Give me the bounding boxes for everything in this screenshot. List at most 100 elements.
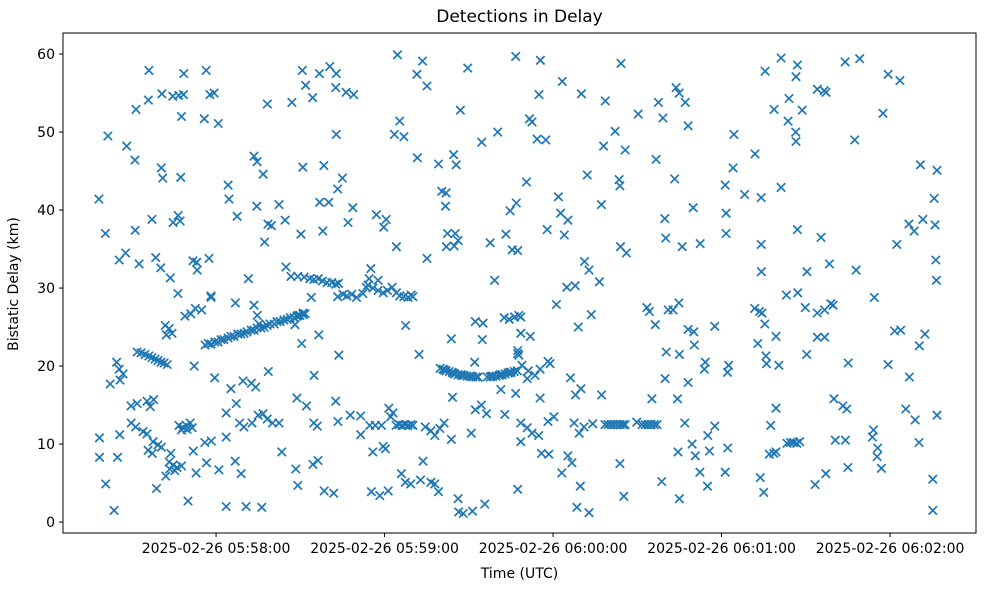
data-point-marker (761, 358, 772, 369)
data-point-marker (249, 151, 259, 162)
data-point-marker (307, 92, 318, 103)
data-point-marker (433, 486, 444, 497)
y-tick-label: 0 (46, 515, 55, 531)
data-point-marker (455, 105, 466, 116)
data-point-marker (569, 418, 579, 428)
data-point-marker (144, 65, 154, 76)
data-point-marker (447, 392, 458, 403)
data-point-marker (371, 209, 382, 220)
data-point-marker (533, 430, 544, 441)
data-point-marker (206, 291, 216, 301)
data-point-marker (147, 214, 157, 225)
data-point-marker (412, 69, 422, 80)
data-point-marker (505, 205, 515, 216)
data-point-marker (312, 421, 323, 431)
data-point-marker (365, 263, 376, 274)
data-point-marker (523, 365, 534, 376)
data-point-marker (579, 256, 590, 267)
data-point-marker (213, 118, 224, 129)
data-point-marker (909, 226, 920, 236)
data-point-marker (587, 418, 598, 429)
data-point-marker (367, 447, 378, 457)
data-point-marker (130, 422, 141, 432)
data-point-marker (262, 99, 273, 109)
data-point-marker (330, 396, 341, 407)
data-point-marker (771, 331, 781, 342)
data-point-marker (105, 379, 116, 389)
data-point-marker (527, 117, 537, 127)
data-point-marker (497, 369, 508, 380)
data-point-marker (448, 368, 459, 378)
data-point-marker (330, 279, 341, 290)
data-point-marker (728, 163, 738, 173)
data-point-marker (323, 197, 334, 208)
data-point-marker (132, 398, 142, 409)
data-point-marker (313, 455, 323, 466)
data-point-marker (469, 357, 480, 368)
data-point-marker (932, 410, 942, 421)
data-point-marker (274, 418, 284, 428)
data-point-marker (151, 483, 162, 494)
data-point-marker (272, 316, 282, 327)
data-point-marker (584, 507, 594, 518)
data-point-marker (672, 393, 683, 404)
data-point-marker (183, 496, 193, 506)
x-tick-label: 2025-02-26 06:00:00 (479, 541, 628, 557)
data-point-marker (246, 325, 257, 336)
data-point-marker (156, 357, 166, 368)
data-point-marker (660, 233, 671, 243)
data-point-marker (176, 461, 187, 471)
data-point-marker (157, 173, 168, 183)
data-point-marker (157, 88, 167, 99)
data-point-marker (221, 432, 232, 442)
data-point-marker (920, 329, 930, 339)
data-point-marker (297, 65, 308, 76)
data-point-marker (535, 393, 545, 403)
data-point-marker (930, 255, 941, 265)
data-point-marker (495, 369, 506, 380)
data-point-marker (600, 96, 611, 106)
data-point-marker (895, 325, 906, 336)
data-point-marker (297, 162, 308, 173)
data-point-marker (545, 358, 555, 369)
data-point-marker (769, 104, 779, 115)
data-point-marker (596, 390, 607, 400)
data-point-marker (843, 358, 854, 368)
data-point-marker (239, 328, 249, 339)
data-point-marker (313, 330, 324, 340)
data-point-marker (791, 71, 801, 82)
data-point-marker (904, 219, 914, 229)
data-point-marker (400, 477, 411, 488)
data-point-marker (688, 202, 699, 213)
data-point-marker (373, 275, 383, 286)
data-point-marker (841, 404, 852, 414)
data-point-marker (221, 408, 232, 418)
data-point-marker (446, 434, 457, 445)
data-point-marker (918, 214, 928, 225)
data-point-marker (201, 457, 212, 468)
data-point-marker (721, 228, 731, 239)
data-point-marker (281, 262, 291, 272)
data-point-marker (380, 443, 391, 454)
data-point-marker (142, 429, 152, 439)
data-point-marker (776, 182, 786, 193)
data-point-marker (683, 324, 693, 335)
y-axis-label: Bistatic Delay (km) (6, 217, 22, 351)
data-point-marker (120, 248, 131, 258)
data-point-marker (155, 262, 166, 273)
data-point-marker (620, 419, 631, 430)
data-point-marker (810, 479, 820, 490)
data-point-marker (515, 328, 526, 339)
data-point-marker (478, 318, 488, 329)
data-point-marker (797, 105, 808, 116)
data-point-marker (791, 136, 801, 147)
data-point-marker (143, 95, 154, 105)
data-point-marker (314, 68, 325, 79)
data-point-marker (332, 184, 343, 194)
data-point-marker (720, 467, 731, 478)
data-point-marker (328, 488, 339, 499)
data-point-marker (396, 468, 407, 479)
data-point-marker (615, 181, 625, 191)
data-point-marker (512, 484, 523, 495)
